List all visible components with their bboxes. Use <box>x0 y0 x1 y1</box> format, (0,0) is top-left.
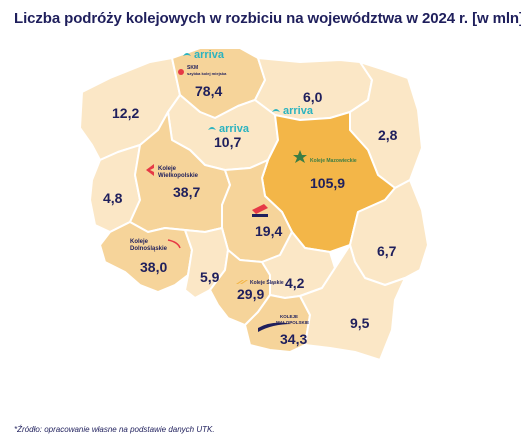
koleje-malopolskie-logo: KOLEJE MAŁOPOLSKIE <box>258 314 309 332</box>
value-swietokrzyskie: 4,2 <box>285 275 305 291</box>
skm-logo: SKM szybka kolej miejska <box>178 65 227 76</box>
arriva-swoosh-icon <box>208 127 216 130</box>
koleje-mazowieckie-text: Koleje Mazowieckie <box>310 158 357 164</box>
koleje-dolnoslaskie-line2: Dolnośląskie <box>130 246 168 252</box>
value-slaskie: 29,9 <box>237 286 264 302</box>
region-dolnoslaskie <box>99 221 193 293</box>
value-podlaskie: 2,8 <box>378 127 398 143</box>
arriva-logo-kujawsko: arriva <box>208 123 250 135</box>
value-lubuskie: 4,8 <box>103 190 123 206</box>
koleje-mazowieckie-star-icon <box>293 150 307 163</box>
value-lodzkie: 19,4 <box>255 223 282 239</box>
arriva-swoosh-icon <box>272 109 280 112</box>
value-mazowieckie: 105,9 <box>310 175 345 191</box>
koleje-slaskie-logo: Koleje Śląskie <box>236 279 284 286</box>
koleje-malopolskie-train-icon <box>258 322 292 332</box>
skm-logo-subtext: szybka kolej miejska <box>187 71 227 76</box>
arriva-logo-text: arriva <box>283 105 314 117</box>
koleje-slaskie-text: Koleje Śląskie <box>250 279 284 286</box>
koleje-slaskie-stripes-icon <box>236 280 248 284</box>
koleje-wlkp-line1: Koleje <box>158 166 177 172</box>
skm-logo-dot-icon <box>178 69 184 75</box>
value-malopolskie: 34,3 <box>280 331 307 347</box>
koleje-wlkp-line2: Wielkopolskie <box>158 173 199 179</box>
koleje-dolnoslaskie-swoosh-icon <box>167 239 181 249</box>
value-podkarpackie: 9,5 <box>350 315 370 331</box>
lodzka-kolej-logo <box>252 204 268 217</box>
arriva-logo-pomorskie: arriva <box>183 49 225 61</box>
koleje-dolnoslaskie-logo: Koleje Dolnośląskie <box>130 239 181 252</box>
koleje-malopolskie-line2: MAŁOPOLSKIE <box>276 320 309 325</box>
koleje-malopolskie-line1: KOLEJE <box>280 314 298 319</box>
value-zachodniopomorskie: 12,2 <box>112 105 139 121</box>
value-kujawsko-pomorskie: 10,7 <box>214 134 241 150</box>
koleje-dolnoslaskie-line1: Koleje <box>130 239 149 245</box>
value-pomorskie: 78,4 <box>195 83 222 99</box>
region-podkarpackie <box>299 244 406 361</box>
koleje-mazowieckie-logo: Koleje Mazowieckie <box>293 150 357 164</box>
koleje-wielkopolskie-logo: Koleje Wielkopolskie <box>146 164 199 179</box>
arriva-logo-text: arriva <box>219 123 250 135</box>
arriva-swoosh-icon <box>183 53 191 56</box>
source-note: *Źródło: opracowanie własne na podstawie… <box>14 425 215 434</box>
arriva-logo-text: arriva <box>194 49 225 61</box>
value-lubelskie: 6,7 <box>377 243 397 259</box>
value-warminsko-mazurskie: 6,0 <box>303 89 323 105</box>
map-title: Liczba podróży kolejowych w rozbiciu na … <box>14 10 521 27</box>
value-opolskie: 5,9 <box>200 269 220 285</box>
value-dolnoslaskie: 38,0 <box>140 259 167 275</box>
value-wielkopolskie: 38,7 <box>173 184 200 200</box>
koleje-wielkopolskie-chevron-icon <box>146 164 154 176</box>
lodzka-kolej-train-icon <box>252 204 268 214</box>
arriva-logo-warminsko: arriva <box>272 105 314 117</box>
skm-logo-text: SKM <box>187 65 198 71</box>
